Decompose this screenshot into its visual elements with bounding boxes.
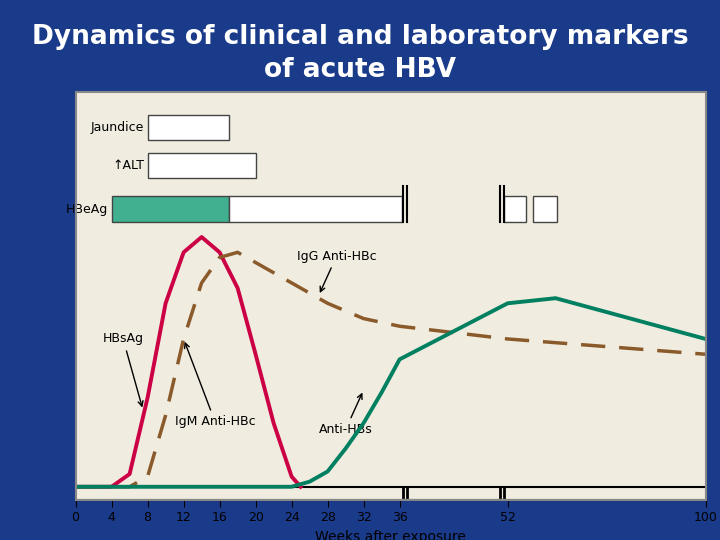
Bar (533, 196, 557, 222)
Bar (229, 196, 402, 222)
Text: ↑ALT: ↑ALT (112, 159, 144, 172)
Text: HBeAg: HBeAg (66, 202, 108, 215)
Bar (148, 114, 229, 140)
Text: IgG Anti-HBc: IgG Anti-HBc (297, 249, 377, 292)
Text: Dynamics of clinical and laboratory markers: Dynamics of clinical and laboratory mark… (32, 24, 688, 50)
Text: Anti-HBe: Anti-HBe (288, 202, 343, 215)
Bar (76, 92, 706, 500)
Bar (112, 196, 229, 222)
Text: Jaundice: Jaundice (91, 121, 144, 134)
X-axis label: Weeks after exposure: Weeks after exposure (315, 530, 466, 540)
Bar (504, 196, 526, 222)
Text: of acute HBV: of acute HBV (264, 57, 456, 83)
Text: Anti-HBs: Anti-HBs (319, 394, 372, 436)
Bar (148, 153, 256, 178)
Text: HBsAg: HBsAg (102, 333, 143, 406)
Text: IgM Anti-HBc: IgM Anti-HBc (175, 343, 256, 428)
